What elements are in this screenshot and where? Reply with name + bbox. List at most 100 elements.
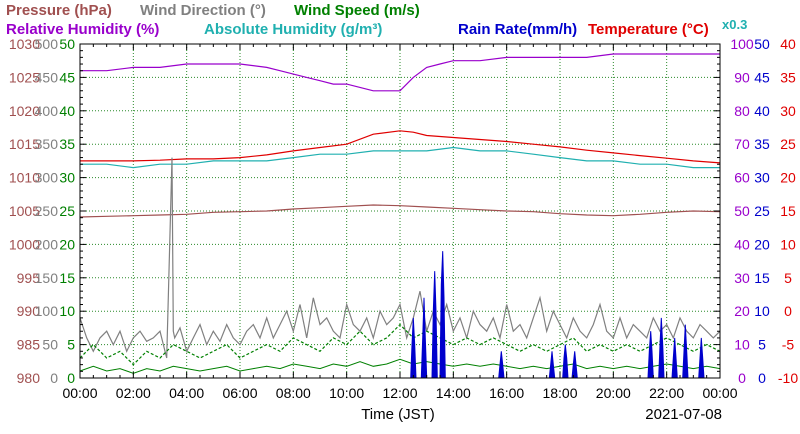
y-tick-label-rain: 5 xyxy=(758,337,766,353)
y-tick-label-humidity: 90 xyxy=(734,69,750,85)
y-tick-label-wind_speed: 0 xyxy=(67,370,75,386)
y-tick-label-humidity: 30 xyxy=(734,270,750,286)
y-tick-label-rain: 0 xyxy=(758,370,766,386)
x-tick-label: 20:00 xyxy=(596,385,631,401)
y-tick-label-temp: -10 xyxy=(778,370,798,386)
y-tick-label-pressure: 985 xyxy=(17,337,41,353)
y-tick-label-wind_dir: 100 xyxy=(35,303,59,319)
plot-border xyxy=(79,43,721,379)
y-tick-label-wind_dir: 200 xyxy=(35,236,59,252)
y-tick-label-wind_speed: 15 xyxy=(59,270,75,286)
y-tick-label-wind_speed: 50 xyxy=(59,36,75,52)
y-tick-label-temp: 30 xyxy=(780,103,796,119)
y-tick-label-rain: 45 xyxy=(754,69,770,85)
legend-absolute-humidity: Absolute Humidity (g/m³) xyxy=(204,21,382,38)
axes: 9809859909951000100510101015102010251030… xyxy=(9,36,798,401)
x-tick-label: 22:00 xyxy=(649,385,684,401)
y-tick-label-pressure: 995 xyxy=(17,270,41,286)
y-tick-label-rain: 20 xyxy=(754,236,770,252)
x-tick-label: 18:00 xyxy=(542,385,577,401)
y-tick-label-wind_dir: 450 xyxy=(35,69,59,85)
x-tick-label: 14:00 xyxy=(436,385,471,401)
y-tick-label-rain: 35 xyxy=(754,136,770,152)
y-tick-label-wind_speed: 20 xyxy=(59,236,75,252)
y-tick-label-humidity: 20 xyxy=(734,303,750,319)
y-tick-label-rain: 10 xyxy=(754,303,770,319)
series-rain-rate xyxy=(410,251,705,379)
y-tick-label-humidity: 40 xyxy=(734,236,750,252)
legend-temperature: Temperature (°C) xyxy=(588,21,709,38)
y-tick-label-wind_dir: 350 xyxy=(35,136,59,152)
y-tick-label-temp: 10 xyxy=(780,236,796,252)
y-tick-label-wind_speed: 5 xyxy=(67,337,75,353)
chart-date: 2021-07-08 xyxy=(645,406,722,423)
y-tick-label-temp: 25 xyxy=(780,136,796,152)
y-tick-label-pressure: 1000 xyxy=(9,236,40,252)
y-tick-label-pressure: 1010 xyxy=(9,170,40,186)
x-tick-label: 06:00 xyxy=(222,385,257,401)
y-tick-label-wind_dir: 250 xyxy=(35,203,59,219)
series-wind-speed-m-s xyxy=(79,323,721,366)
y-tick-label-temp: 20 xyxy=(780,170,796,186)
y-tick-label-temp: 0 xyxy=(784,303,792,319)
x-tick-label: 12:00 xyxy=(382,385,417,401)
series-wind-speed-average xyxy=(79,358,721,374)
y-tick-label-wind_speed: 40 xyxy=(59,103,75,119)
y-tick-label-rain: 15 xyxy=(754,270,770,286)
series-layer xyxy=(79,53,721,379)
y-tick-label-rain: 50 xyxy=(754,36,770,52)
y-tick-label-humidity: 70 xyxy=(734,136,750,152)
legend-relative-humidity: Relative Humidity (%) xyxy=(6,21,159,38)
legend: Pressure (hPa) Wind Direction (°) Wind S… xyxy=(6,2,747,38)
y-tick-label-wind_dir: 50 xyxy=(42,337,58,353)
x-tick-label: 10:00 xyxy=(329,385,364,401)
legend-rain-rate: Rain Rate(mm/h) xyxy=(458,21,577,38)
series-wind-direction xyxy=(79,157,721,359)
y-tick-label-temp: 15 xyxy=(780,203,796,219)
y-tick-label-humidity: 10 xyxy=(734,337,750,353)
y-tick-label-temp: 40 xyxy=(780,36,796,52)
series-relative-humidity xyxy=(80,53,720,92)
y-tick-label-wind_speed: 35 xyxy=(59,136,75,152)
x-tick-label: 02:00 xyxy=(116,385,151,401)
x-axis-label: Time (JST) xyxy=(361,406,435,423)
y-tick-label-pressure: 990 xyxy=(17,303,41,319)
series-temperature-c xyxy=(80,130,721,164)
y-tick-label-humidity: 0 xyxy=(738,370,746,386)
series-pressure-hpa xyxy=(79,204,721,218)
y-tick-label-wind_speed: 45 xyxy=(59,69,75,85)
legend-pressure: Pressure (hPa) xyxy=(6,2,112,19)
grid xyxy=(80,44,720,378)
x-tick-label: 08:00 xyxy=(276,385,311,401)
x-tick-label: 00:00 xyxy=(702,385,737,401)
y-tick-label-humidity: 100 xyxy=(730,36,754,52)
abs-humidity-scale-note: x0.3 xyxy=(722,17,747,32)
y-tick-label-rain: 30 xyxy=(754,170,770,186)
y-tick-label-rain: 25 xyxy=(754,203,770,219)
y-tick-label-temp: 5 xyxy=(784,270,792,286)
x-tick-label: 00:00 xyxy=(62,385,97,401)
y-tick-label-pressure: 1005 xyxy=(9,203,40,219)
y-tick-label-temp: 35 xyxy=(780,69,796,85)
y-tick-label-wind_dir: 400 xyxy=(35,103,59,119)
y-tick-label-pressure: 1020 xyxy=(9,103,40,119)
y-tick-label-wind_speed: 30 xyxy=(59,170,75,186)
series-absolute-humidity-g-m xyxy=(80,146,720,169)
legend-wind-direction: Wind Direction (°) xyxy=(140,2,266,19)
y-tick-label-wind_dir: 150 xyxy=(35,270,59,286)
y-tick-label-pressure: 1015 xyxy=(9,136,40,152)
x-tick-label: 16:00 xyxy=(489,385,524,401)
y-tick-label-pressure: 980 xyxy=(17,370,41,386)
y-tick-label-humidity: 60 xyxy=(734,170,750,186)
y-tick-label-wind_dir: 300 xyxy=(35,170,59,186)
y-tick-label-wind_dir: 0 xyxy=(50,370,58,386)
y-tick-label-humidity: 50 xyxy=(734,203,750,219)
y-tick-label-pressure: 1030 xyxy=(9,36,40,52)
y-tick-label-humidity: 80 xyxy=(734,103,750,119)
y-tick-label-wind_dir: 500 xyxy=(35,36,59,52)
y-tick-label-pressure: 1025 xyxy=(9,69,40,85)
y-tick-label-wind_speed: 10 xyxy=(59,303,75,319)
legend-wind-speed: Wind Speed (m/s) xyxy=(294,2,420,19)
x-tick-label: 04:00 xyxy=(169,385,204,401)
